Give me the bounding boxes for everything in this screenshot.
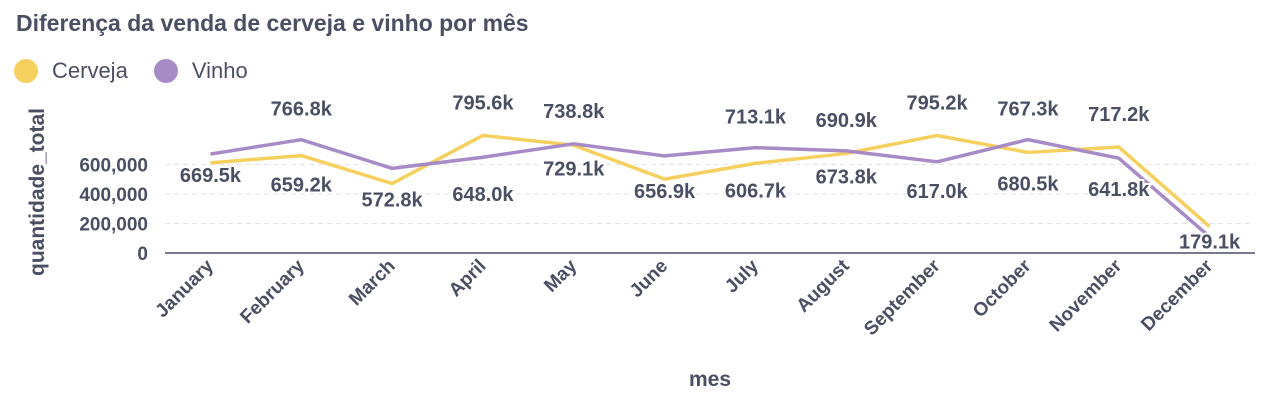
legend-item-vinho[interactable]: Vinho: [153, 58, 248, 84]
x-tick-label: January: [152, 255, 219, 322]
legend-label-vinho: Vinho: [191, 58, 248, 83]
data-label: 795.6k: [452, 92, 514, 114]
data-label: 767.3k: [997, 99, 1059, 121]
data-label: 717.2k: [1088, 104, 1150, 126]
legend-dot-cerveja-icon: [14, 59, 38, 83]
y-tick-label: 200,000: [79, 214, 148, 235]
y-tick-label: 400,000: [79, 185, 148, 206]
x-tick-label: July: [721, 255, 763, 297]
legend-item-cerveja[interactable]: Cerveja: [14, 58, 128, 84]
data-label: 713.1k: [725, 107, 787, 129]
x-tick-label: December: [1137, 255, 1217, 335]
x-tick-label: April: [445, 256, 490, 301]
legend-dot-vinho-icon: [153, 59, 178, 83]
data-label: 673.8k: [816, 166, 878, 188]
data-label: 572.8k: [361, 189, 423, 211]
x-tick-label: November: [1046, 255, 1127, 336]
series-line-cerveja: [210, 133, 1211, 228]
data-label: 766.8k: [271, 99, 333, 121]
y-tick-label: 600,000: [79, 155, 148, 176]
y-axis-title: quantidade_total: [26, 108, 49, 276]
legend: Cerveja Vinho: [14, 58, 248, 84]
data-label: 656.9k: [634, 181, 696, 203]
x-axis-title: mes: [689, 368, 731, 391]
data-label: 641.8k: [1088, 179, 1150, 201]
data-label: 659.2k: [271, 175, 333, 197]
x-tick-label: October: [969, 255, 1036, 322]
y-tick-label: 0: [137, 244, 148, 265]
data-label: 617.0k: [906, 181, 968, 203]
data-label: 680.5k: [997, 173, 1059, 195]
x-tick-label: September: [860, 255, 945, 340]
x-tick-label: February: [236, 255, 309, 328]
x-tick-label: March: [345, 256, 399, 310]
legend-label-cerveja: Cerveja: [52, 58, 128, 83]
chart-title: Diferença da venda de cerveja e vinho po…: [16, 10, 529, 36]
data-label: 795.2k: [906, 92, 968, 114]
x-tick-label: August: [793, 255, 855, 317]
x-tick-label: May: [540, 255, 581, 296]
series-line-vinho: [210, 137, 1211, 239]
data-label: 179.1k: [1179, 232, 1241, 254]
data-label: 738.8k: [543, 101, 605, 123]
x-tick-label: June: [626, 256, 672, 302]
data-label: 690.9k: [816, 110, 878, 132]
data-label: 729.1k: [543, 158, 605, 180]
data-label: 648.0k: [452, 184, 514, 206]
data-label: 669.5k: [180, 165, 242, 187]
data-label: 606.7k: [725, 180, 787, 202]
